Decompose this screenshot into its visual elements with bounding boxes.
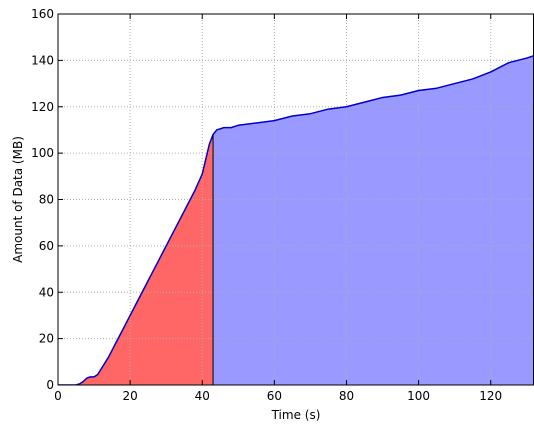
x-tick-label: 60 — [267, 389, 282, 403]
x-tick-label: 0 — [54, 389, 62, 403]
y-tick-label: 20 — [39, 332, 54, 346]
x-tick-label: 40 — [195, 389, 210, 403]
y-tick-label: 80 — [39, 193, 54, 207]
x-tick-label: 20 — [122, 389, 137, 403]
y-tick-label: 120 — [31, 100, 54, 114]
series-lines — [58, 55, 534, 385]
area-after-split — [213, 55, 534, 385]
x-axis-label: Time (s) — [271, 408, 321, 422]
y-tick-label: 40 — [39, 285, 54, 299]
area-before-split — [58, 134, 214, 385]
axis-ticks: 0 20 40 60 80 100 120 0 20 40 60 80 100 120 140 160 — [31, 7, 502, 403]
y-tick-label: 160 — [31, 7, 54, 21]
x-tick-label: 120 — [479, 389, 502, 403]
y-tick-label: 60 — [39, 239, 54, 253]
y-axis-label: Amount of Data (MB) — [11, 136, 25, 263]
x-tick-label: 80 — [339, 389, 354, 403]
y-tick-label: 0 — [46, 378, 54, 392]
y-tick-label: 140 — [31, 53, 54, 67]
area-fills — [58, 55, 534, 385]
grid-lines — [58, 14, 534, 385]
y-tick-label: 100 — [31, 146, 54, 160]
x-tick-label: 100 — [407, 389, 430, 403]
data-series-line — [58, 55, 534, 385]
